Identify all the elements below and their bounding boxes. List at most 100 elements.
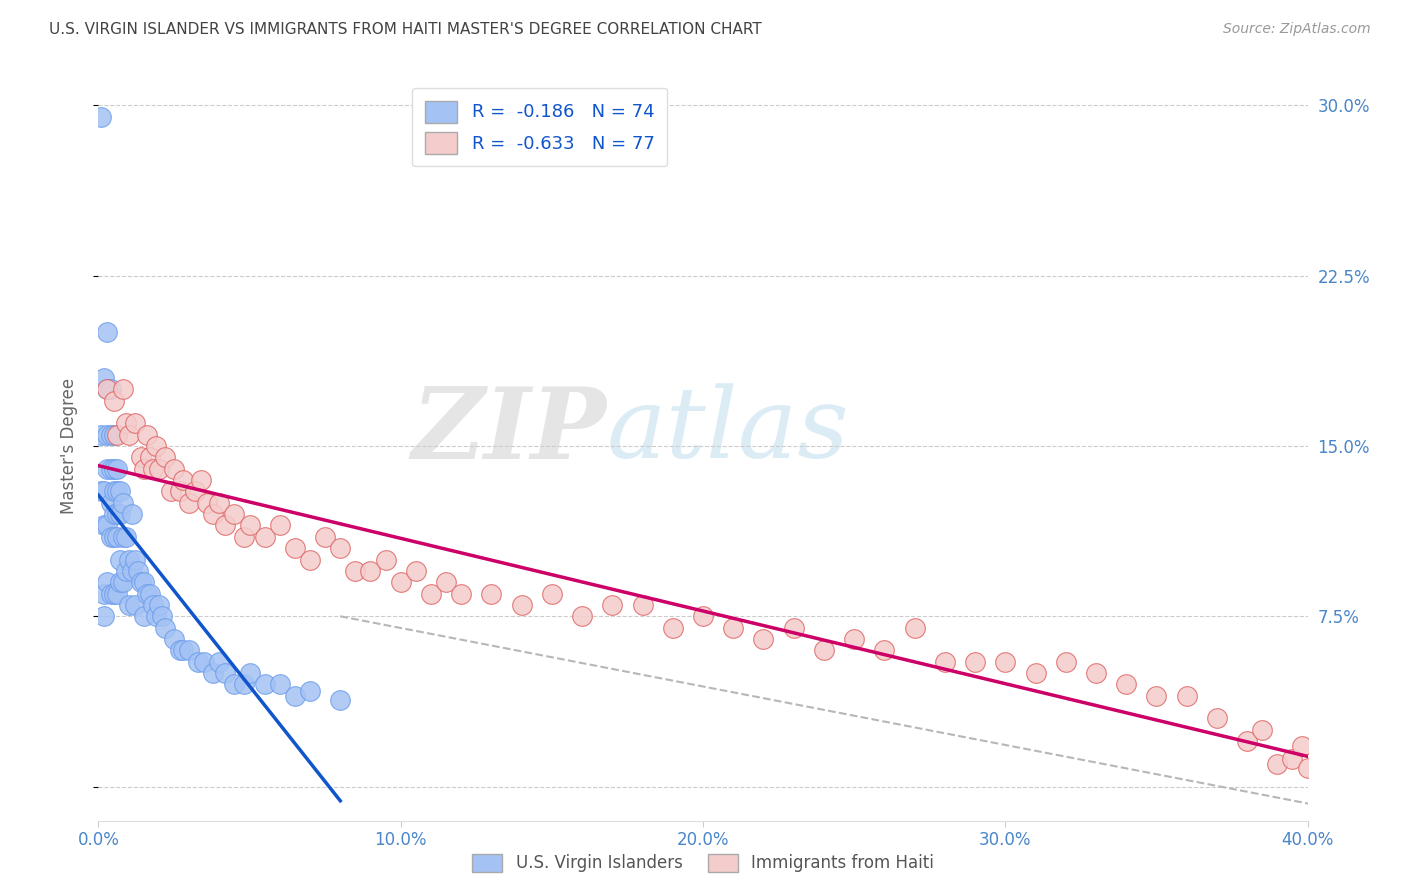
Point [105,427,128,442]
Point [187,655,209,669]
Point [93,518,115,533]
Point [96,518,118,533]
Point [692,609,714,624]
Point [108,484,131,499]
Point [108,575,131,590]
Point [239,518,262,533]
Point [105,507,128,521]
Point [103,530,125,544]
Point [344,564,367,578]
Point [105,530,128,544]
Point [132,461,155,475]
Point [108,507,131,521]
Point [96,382,118,396]
Point [1115,677,1137,691]
Point [111,496,134,510]
Point [1327,768,1350,782]
Point [405,564,427,578]
Point [118,427,141,442]
Point [195,496,218,510]
Point [105,484,128,499]
Point [284,541,307,556]
Point [145,439,167,453]
Legend: R =  -0.186   N = 74, R =  -0.633   N = 77: R = -0.186 N = 74, R = -0.633 N = 77 [412,88,668,166]
Point [172,643,194,657]
Point [214,666,236,681]
Point [96,427,118,442]
Point [374,552,396,566]
Point [723,621,745,635]
Point [129,575,152,590]
Point [1320,766,1343,780]
Text: U.S. VIRGIN ISLANDER VS IMMIGRANTS FROM HAITI MASTER'S DEGREE CORRELATION CHART: U.S. VIRGIN ISLANDER VS IMMIGRANTS FROM … [49,22,762,37]
Point [752,632,775,646]
Point [269,518,291,533]
Point [96,461,118,475]
Point [540,586,562,600]
Point [103,393,125,408]
Point [813,643,835,657]
Point [160,484,183,499]
Point [299,684,322,698]
Point [1267,756,1289,771]
Point [510,598,533,612]
Point [163,461,186,475]
Point [103,586,125,600]
Point [139,450,162,465]
Point [132,575,155,590]
Point [96,382,118,396]
Point [105,461,128,475]
Point [284,689,307,703]
Point [132,609,155,624]
Point [100,496,122,510]
Point [965,655,987,669]
Point [314,530,336,544]
Point [148,461,170,475]
Point [184,484,207,499]
Point [105,586,128,600]
Y-axis label: Master's Degree: Master's Degree [59,378,77,514]
Point [299,552,322,566]
Point [100,461,122,475]
Point [90,110,112,124]
Point [253,677,276,691]
Point [129,450,152,465]
Point [232,530,254,544]
Point [269,677,291,691]
Point [360,564,382,578]
Point [661,621,683,635]
Point [100,427,122,442]
Legend: U.S. Virgin Islanders, Immigrants from Haiti: U.S. Virgin Islanders, Immigrants from H… [465,847,941,879]
Point [135,427,157,442]
Point [193,655,215,669]
Point [103,507,125,521]
Point [994,655,1017,669]
Point [1144,689,1167,703]
Point [139,586,162,600]
Text: ZIP: ZIP [412,383,606,479]
Text: atlas: atlas [606,384,849,479]
Point [253,530,276,544]
Point [124,552,146,566]
Point [96,575,118,590]
Point [1175,689,1198,703]
Point [93,586,115,600]
Point [1291,739,1313,753]
Point [783,621,806,635]
Point [1024,666,1046,681]
Point [135,586,157,600]
Point [93,484,115,499]
Point [1281,752,1303,766]
Point [190,473,212,487]
Point [208,496,231,510]
Point [111,382,134,396]
Point [1312,752,1334,766]
Point [111,530,134,544]
Point [148,598,170,612]
Point [329,541,352,556]
Point [150,609,173,624]
Point [118,598,141,612]
Point [121,564,143,578]
Point [172,473,194,487]
Point [239,666,262,681]
